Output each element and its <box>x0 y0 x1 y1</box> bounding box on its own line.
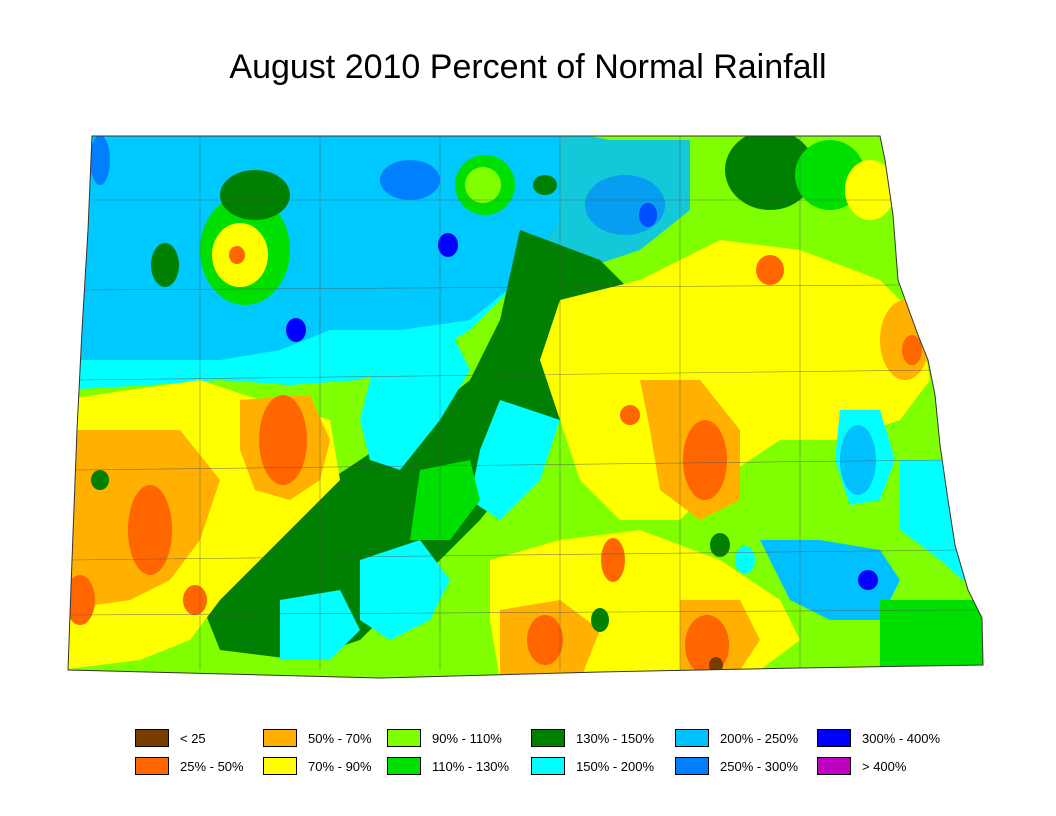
state-outline <box>67 135 984 679</box>
county-boundaries <box>69 136 976 670</box>
rainfall-zones <box>68 136 983 678</box>
map-title: August 2010 Percent of Normal Rainfall <box>229 48 827 86</box>
